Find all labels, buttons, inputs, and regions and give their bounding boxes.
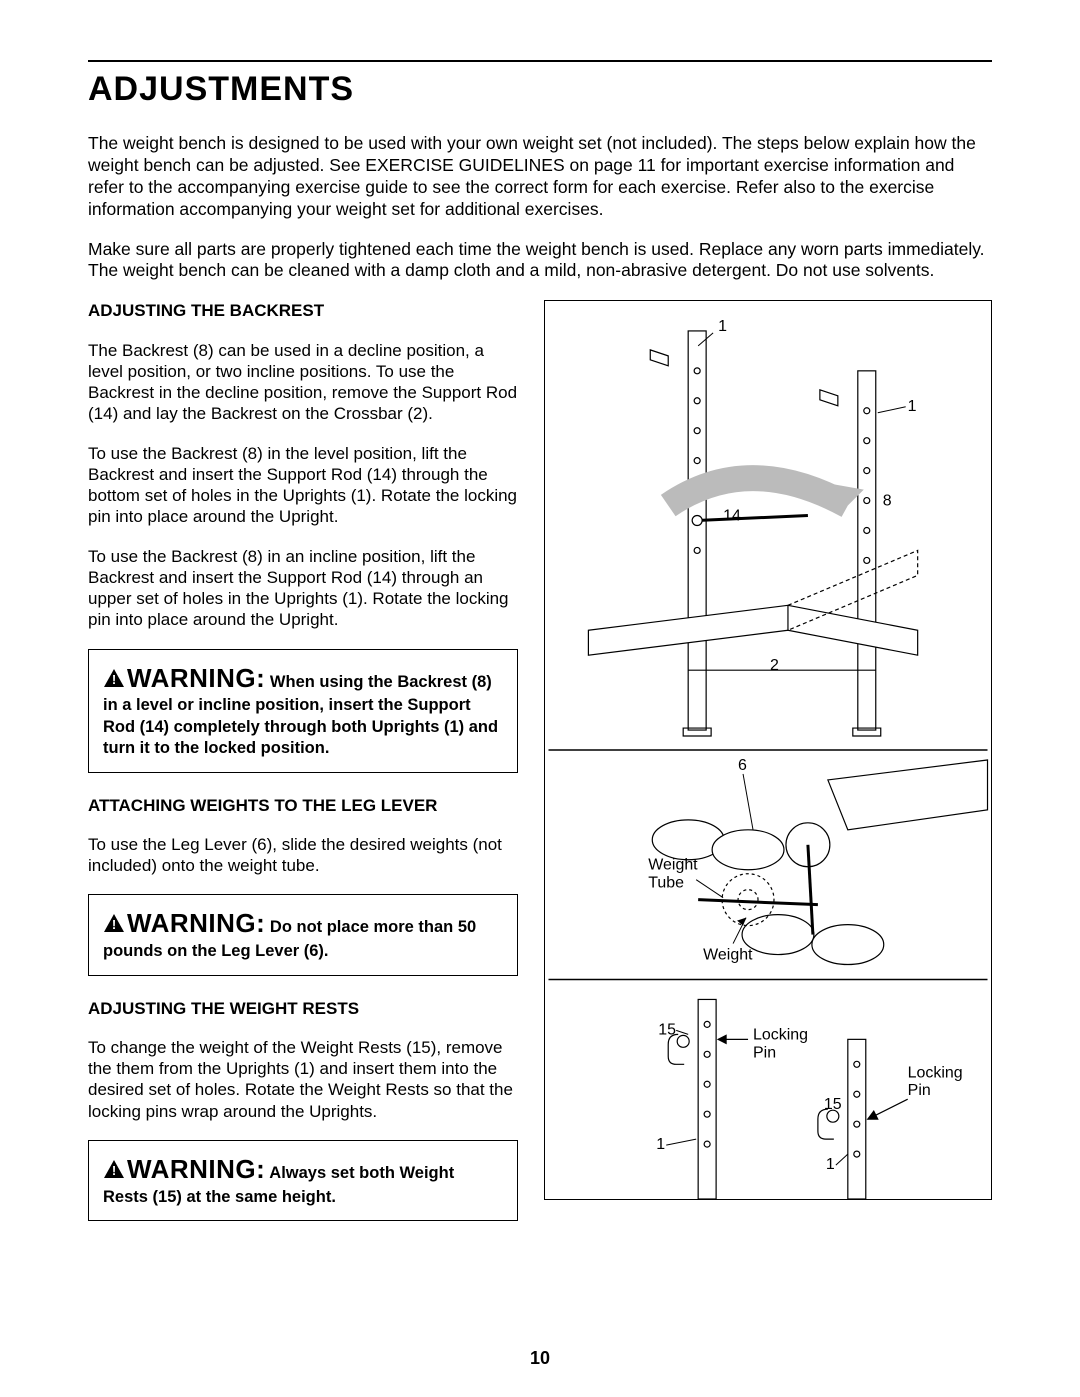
fig-label-6: 6 [738,757,747,774]
backrest-p3: To use the Backrest (8) in an incline po… [88,546,518,631]
svg-text:!: ! [112,672,116,687]
fig-label-weight-tube: WeightTube [648,857,698,892]
figure-svg: 1 1 8 14 2 [545,301,991,1199]
backrest-p1: The Backrest (8) can be used in a declin… [88,340,518,425]
warning1-lead: WARNING: [127,663,265,693]
fig-label-14: 14 [723,508,741,525]
warning-triangle-icon: ! [103,913,125,939]
manual-page: ADJUSTMENTS The weight bench is designed… [0,0,1080,1397]
fig-label-1b: 1 [908,398,917,415]
fig-label-1-botr: 1 [826,1156,835,1173]
intro-block: The weight bench is designed to be used … [88,133,992,282]
leglever-heading: ATTACHING WEIGHTS TO THE LEG LEVER [88,795,518,816]
adjustments-figure: 1 1 8 14 2 [544,300,992,1200]
fig-label-locking-b: LockingPin [908,1065,963,1100]
warning-leglever: ! WARNING: Do not place more than 50 pou… [88,894,518,975]
warning2-lead: WARNING: [127,908,265,938]
warning-triangle-icon: ! [103,1159,125,1185]
top-rule [88,60,992,62]
fig-label-locking-a: LockingPin [753,1027,808,1062]
fig-label-8: 8 [883,493,892,510]
page-number: 10 [0,1348,1080,1369]
two-column-layout: ADJUSTING THE BACKREST The Backrest (8) … [88,300,992,1243]
fig-label-15r: 15 [824,1096,842,1113]
svg-text:!: ! [112,1163,116,1178]
fig-label-2: 2 [770,657,779,674]
warning3-lead: WARNING: [127,1154,265,1184]
left-column: ADJUSTING THE BACKREST The Backrest (8) … [88,300,518,1243]
intro-paragraph-1: The weight bench is designed to be used … [88,133,992,221]
svg-text:!: ! [112,917,116,932]
right-column: 1 1 8 14 2 [544,300,992,1243]
fig-label-weight: Weight [703,947,753,964]
leglever-p1: To use the Leg Lever (6), slide the desi… [88,834,518,877]
warning-rests: ! WARNING: Always set both Weight Rests … [88,1140,518,1221]
page-title: ADJUSTMENTS [88,70,992,109]
fig-label-1a: 1 [718,318,727,335]
rests-heading: ADJUSTING THE WEIGHT RESTS [88,998,518,1019]
warning-triangle-icon: ! [103,668,125,694]
backrest-p2: To use the Backrest (8) in the level pos… [88,443,518,528]
fig-label-15l: 15 [658,1022,676,1039]
intro-paragraph-2: Make sure all parts are properly tighten… [88,239,992,283]
fig-label-1-botl: 1 [656,1136,665,1153]
warning-backrest: ! WARNING: When using the Backrest (8) i… [88,649,518,773]
rests-p1: To change the weight of the Weight Rests… [88,1037,518,1122]
backrest-heading: ADJUSTING THE BACKREST [88,300,518,321]
